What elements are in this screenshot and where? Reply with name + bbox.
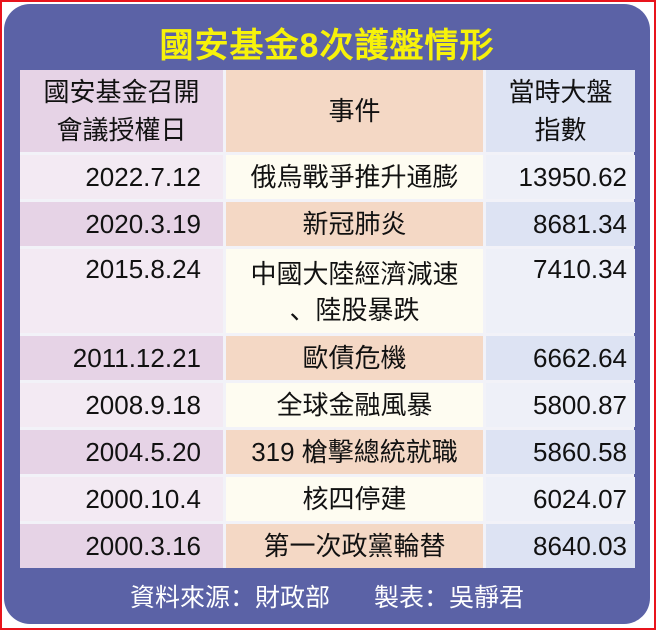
event-cell: 319 槍擊總統就職 xyxy=(226,430,483,474)
event-line: 、陸股暴跌 xyxy=(289,295,420,325)
page-title: 國安基金8次護盤情形 xyxy=(159,27,495,65)
index-cell: 8640.03 xyxy=(486,524,635,568)
date-cell: 2015.8.24 xyxy=(20,249,223,333)
date-cell: 2008.9.18 xyxy=(20,383,223,427)
event-cell: 俄烏戰爭推升通膨 xyxy=(226,155,483,199)
header-index: 當時大盤 指數 xyxy=(486,70,635,152)
header-line: 會議授權日 xyxy=(56,115,187,145)
author-text: 製表：吳靜君 xyxy=(374,584,525,612)
header-date: 國安基金召開 會議授權日 xyxy=(20,70,223,152)
source-text: 資料來源：財政部 xyxy=(129,584,330,612)
header-line: 當時大盤 xyxy=(508,77,613,107)
date-cell: 2022.7.12 xyxy=(20,155,223,199)
index-cell: 8681.34 xyxy=(486,202,635,246)
header-line: 事件 xyxy=(328,96,381,126)
date-cell: 2004.5.20 xyxy=(20,430,223,474)
event-cell: 中國大陸經濟減速 、陸股暴跌 xyxy=(226,249,483,333)
index-cell: 5860.58 xyxy=(486,430,635,474)
index-cell: 5800.87 xyxy=(486,383,635,427)
infographic-panel: 國安基金8次護盤情形 國安基金召開 會議授權日 事件 當時大盤指數 2022.7.… xyxy=(4,4,650,624)
header-line: 指數 xyxy=(534,115,587,145)
footer: 資料來源：財政部 製表：吳靜君 xyxy=(4,578,650,614)
event-cell: 核四停建 xyxy=(226,477,483,521)
event-cell: 全球金融風暴 xyxy=(226,383,483,427)
header-event: 事件 xyxy=(226,70,483,152)
event-line: 中國大陸經濟減速 xyxy=(250,259,459,289)
date-cell: 2000.10.4 xyxy=(20,477,223,521)
index-cell: 7410.34 xyxy=(486,249,635,333)
index-cell: 13950.62 xyxy=(486,155,635,199)
data-table: 國安基金召開 會議授權日 事件 當時大盤指數 2022.7.12 俄烏戰爭推升通膨 1… xyxy=(20,70,635,568)
date-cell: 2020.3.19 xyxy=(20,202,223,246)
event-cell: 歐債危機 xyxy=(226,336,483,380)
index-cell: 6024.07 xyxy=(486,477,635,521)
date-cell: 2000.3.16 xyxy=(20,524,223,568)
event-cell: 新冠肺炎 xyxy=(226,202,483,246)
index-cell: 6662.64 xyxy=(486,336,635,380)
event-cell: 第一次政黨輪替 xyxy=(226,524,483,568)
header-line: 國安基金召開 xyxy=(43,77,200,107)
date-cell: 2011.12.21 xyxy=(20,336,223,380)
